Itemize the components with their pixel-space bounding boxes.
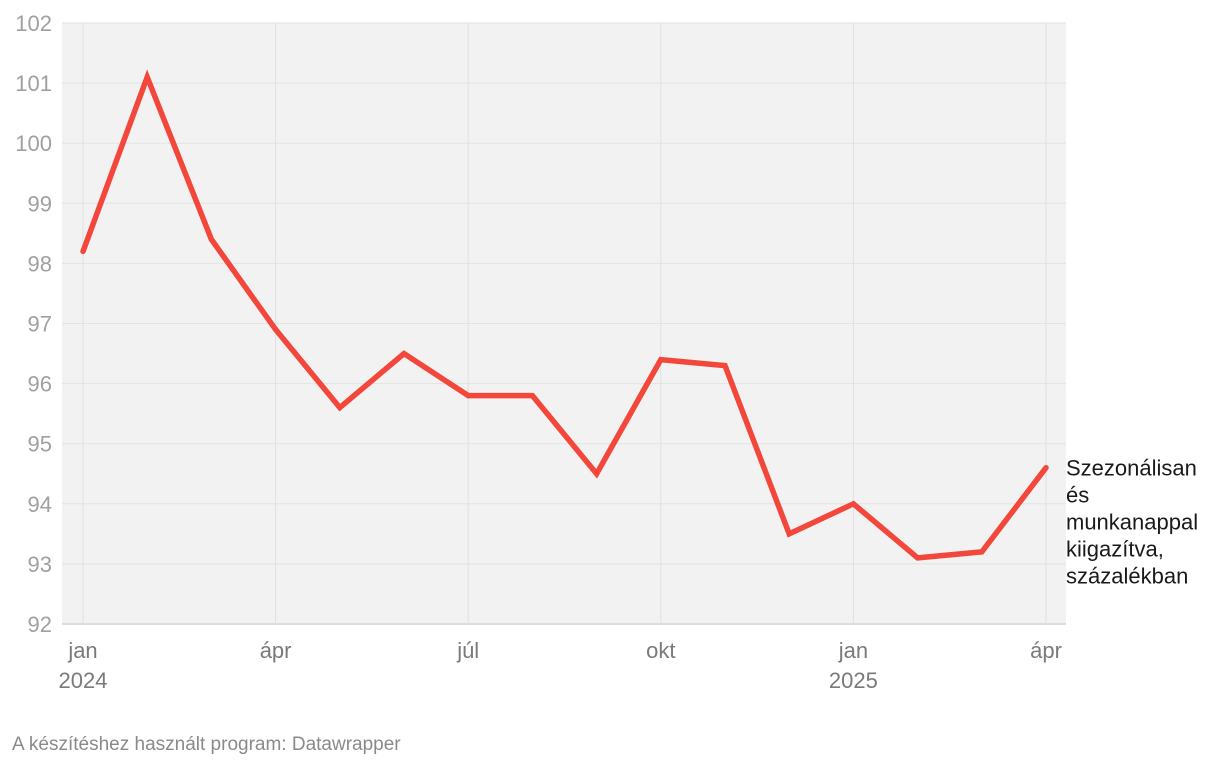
data-series [80,69,1049,561]
y-axis-tick-labels: 92 93 94 95 96 97 98 99 100 101 102 [15,11,52,637]
series-label-line: százalékban [1066,564,1188,589]
y-tick-label: 102 [15,11,52,36]
x-tick-year-label: 2025 [829,668,878,693]
vertical-gridlines [82,23,1047,624]
x-tick-label: júl [456,638,479,663]
y-tick-label: 99 [28,191,52,216]
x-axis-tick-labels: jan 2024 ápr júl okt jan 2025 ápr [59,638,1062,693]
y-tick-label: 101 [15,71,52,96]
x-tick-label: jan [67,638,97,663]
y-tick-label: 94 [28,492,52,517]
x-tick-year-label: 2024 [59,668,108,693]
series-label-line: munkanappal [1066,510,1198,535]
y-tick-label: 93 [28,552,52,577]
x-tick-label: ápr [1030,638,1062,663]
x-tick-label: okt [646,638,675,663]
horizontal-gridlines [62,22,1066,625]
x-tick-label: jan [838,638,868,663]
y-tick-label: 100 [15,131,52,156]
y-tick-label: 98 [28,251,52,276]
x-tick-label: ápr [260,638,292,663]
y-tick-label: 97 [28,312,52,337]
y-tick-label: 92 [28,612,52,637]
series-line [80,69,1049,561]
y-tick-label: 96 [28,372,52,397]
series-label-line: és [1066,483,1089,508]
series-label-line: kiigazítva, [1066,537,1164,562]
footer-credit: A készítéshez használt program: Datawrap… [12,734,401,755]
series-label-line: Szezonálisan [1066,456,1197,481]
series-labels: Szezonálisanésmunkanappalkiigazítva,száz… [1066,456,1198,589]
y-tick-label: 95 [28,432,52,457]
